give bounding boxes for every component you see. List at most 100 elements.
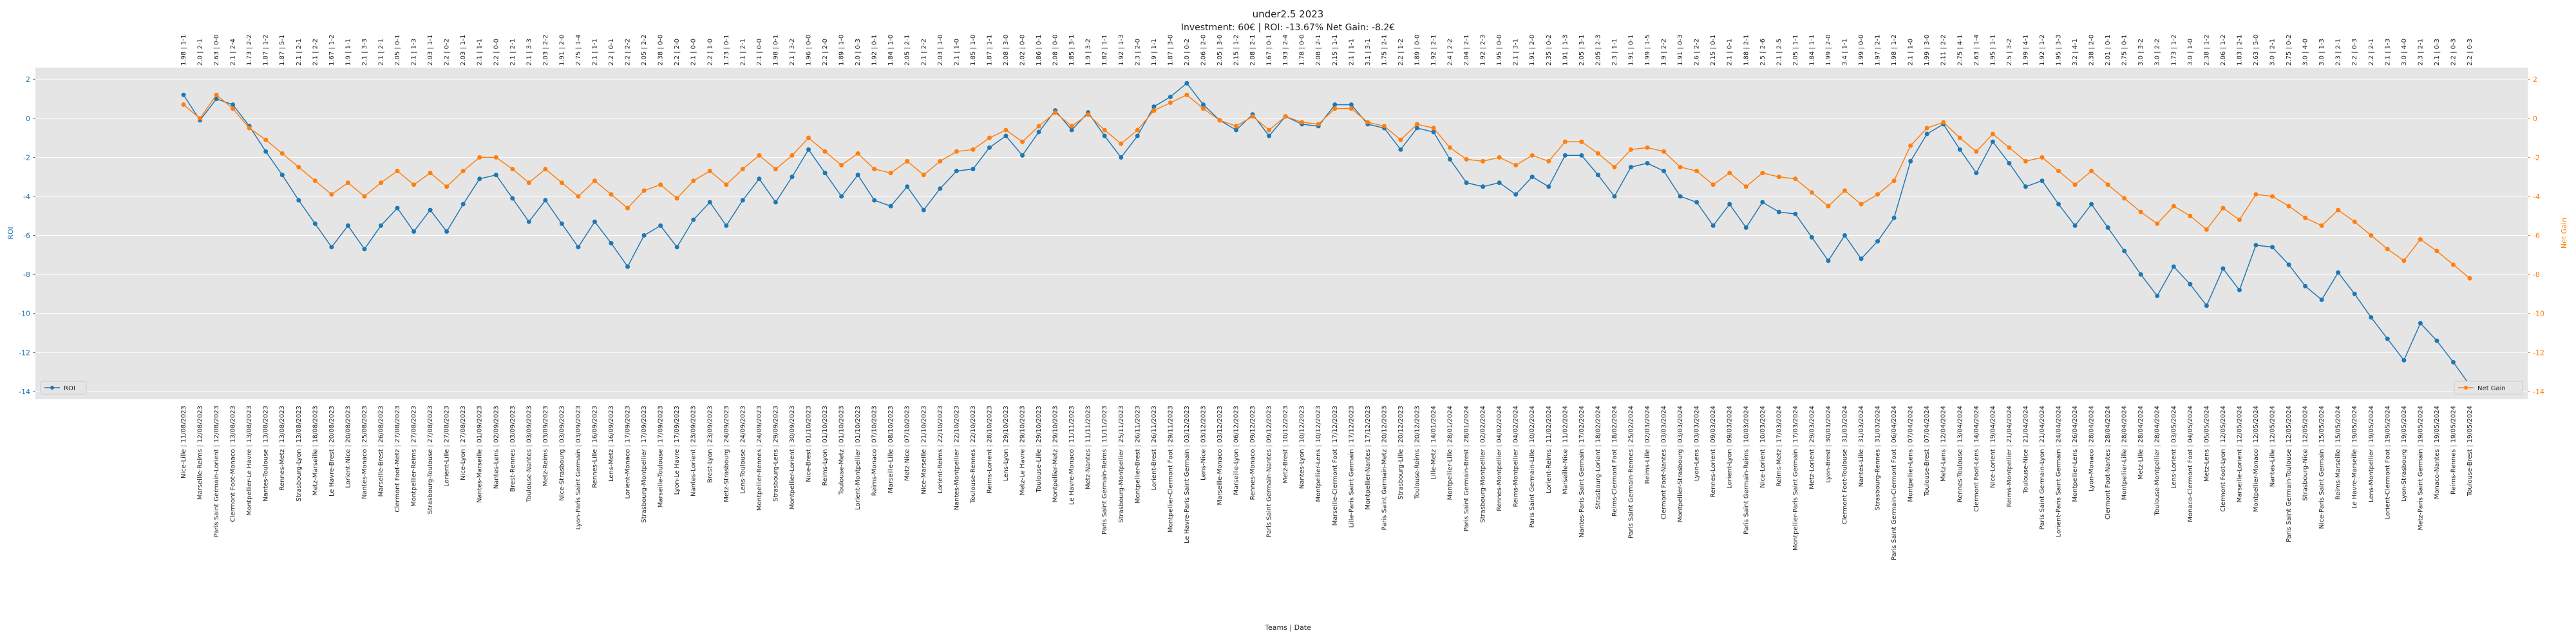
x-tick-label: Marseille-Brest | 26/08/2023 [377,406,384,497]
data-point [2270,245,2275,250]
data-point [839,194,844,199]
data-point [559,180,564,185]
data-point [2385,247,2390,252]
x-tick-label: Strasbourg-Montpellier | 02/02/2024 [1480,406,1487,523]
x-tick-label: Lille-Paris Saint Germain | 17/12/2023 [1348,406,1355,528]
data-point [2336,207,2341,213]
top-annotation: 2.1 | 1-1 [591,39,598,66]
data-point [1924,126,1929,131]
top-annotation: 2.2 | 2-0 [674,39,681,66]
x-tick-label: Lorient-Reims | 11/02/2024 [1546,406,1553,493]
data-point [1151,108,1157,113]
top-annotation: 2.0 | 2-1 [197,39,204,66]
top-annotation: 1.75 | 2-1 [1381,35,1388,66]
x-tick-label: Reims-Clermont Foot | 18/02/2024 [1611,406,1618,516]
data-point [1267,128,1272,133]
x-tick-label: Strasbourg-Nice | 12/05/2024 [2302,406,2309,501]
x-tick-label: Paris Saint Germain-Clermont Foot | 06/0… [1891,406,1898,560]
y-axis-label: ROI [6,227,15,240]
data-point [2418,237,2423,242]
data-point [1793,211,1798,216]
top-annotation: 1.9 | 3-2 [1085,39,1092,66]
data-point [1628,165,1633,169]
x-tick-label: Reims-Metz | 17/03/2024 [1776,406,1783,486]
data-point [1908,158,1913,164]
x-tick-label: Marseille-Reims | 12/08/2023 [197,406,204,500]
data-point [740,198,745,203]
data-point [2105,225,2110,230]
data-point [592,219,597,224]
top-annotation: 1.92 | 2-1 [1430,35,1437,66]
x-tick-label: Paris Saint Germain-Lyon | 21/04/2024 [2039,406,2046,530]
data-point [641,233,647,238]
y-tick-label: -8 [23,270,30,279]
data-point [954,169,959,174]
data-point [2040,155,2045,160]
top-annotation: 2.05 | 1-1 [1792,35,1799,66]
top-annotation: 1.99 | 4-1 [2022,35,2029,66]
top-annotation: 1.91 | 0-1 [1627,35,1634,66]
legend-marker [2464,386,2468,390]
data-point [1069,124,1074,129]
data-point [790,175,795,180]
data-point [444,229,450,234]
x-tick-label: Lyon-Brest | 30/03/2024 [1825,406,1832,483]
top-annotation: 2.3 | 1-1 [1611,39,1618,66]
data-point [2171,264,2176,269]
top-annotation: 2.38 | 1-2 [2203,35,2210,66]
y2-tick-label: 0 [2533,115,2537,123]
top-annotation: 1.97 | 2-1 [1875,35,1882,66]
top-annotation: 2.2 | 2-1 [2368,39,2375,66]
data-point [2007,145,2012,150]
legend-box [40,381,87,395]
top-annotation: 2.63 | 1-4 [1973,35,1980,66]
data-point [510,167,515,172]
data-point [1431,126,1436,131]
data-point [1464,180,1469,185]
top-annotation: 2.1 | 3-2 [789,39,796,66]
x-tick-label: Nantes-Lille | 31/03/2024 [1858,406,1865,487]
top-annotation: 1.99 | 0-0 [1858,35,1865,66]
y2-tick-label: -10 [2533,310,2544,318]
top-annotation: 1.9 | 2-2 [1661,39,1668,66]
x-tick-label: Lens-Toulouse | 24/09/2023 [739,406,746,494]
data-point [1875,192,1880,197]
top-annotation: 1.9 | 1-1 [345,39,352,66]
data-point [971,147,976,152]
top-annotation: 2.75 | 0-2 [2286,35,2293,66]
data-point [2336,270,2341,275]
data-point [1579,139,1584,144]
data-point [198,116,203,121]
top-annotation: 1.87 | 3-0 [1167,35,1174,66]
data-point [181,92,186,97]
top-annotation: 3.1 | 3-1 [1365,39,1372,66]
data-point [2122,196,2127,201]
top-annotation: 2.2 | 0-0 [493,39,500,66]
x-tick-label: Nice-Lille | 11/08/2023 [180,406,187,478]
data-point [1184,80,1189,86]
x-tick-label: Nice-Paris Saint Germain | 15/05/2024 [2318,406,2325,529]
data-point [806,147,811,152]
data-point [1316,122,1321,127]
data-point [724,182,729,187]
data-point [1332,102,1338,108]
x-tick-label: Paris Saint Germain-Lorient | 12/08/2023 [213,406,220,537]
top-annotation: 2.2 | 0-1 [608,39,615,66]
data-point [1267,133,1272,138]
data-point [1595,173,1600,178]
x-tick-label: Lyon-Strasbourg | 19/05/2024 [2401,406,2408,502]
top-annotation: 2.75 | 0-1 [2121,35,2128,66]
data-point [1332,106,1338,111]
top-annotation: 1.91 | 2-0 [558,35,565,66]
x-tick-label: Rennes-Toulouse | 13/04/2024 [1956,406,1964,502]
x-tick-label: Reims-Rennes | 19/05/2024 [2450,406,2457,495]
x-tick-label: Nantes-Lyon | 10/12/2023 [1299,406,1306,489]
x-tick-label: Brest-Rennes | 03/09/2023 [509,406,516,492]
data-point [2253,243,2259,248]
data-point [214,92,219,97]
data-point [905,158,910,164]
x-tick-label: Marseille-Nice | 11/02/2024 [1562,406,1569,495]
data-point [740,167,745,172]
x-tick-label: Montpellier-Lens | 07/04/2024 [1908,406,1915,502]
data-point [938,158,943,164]
